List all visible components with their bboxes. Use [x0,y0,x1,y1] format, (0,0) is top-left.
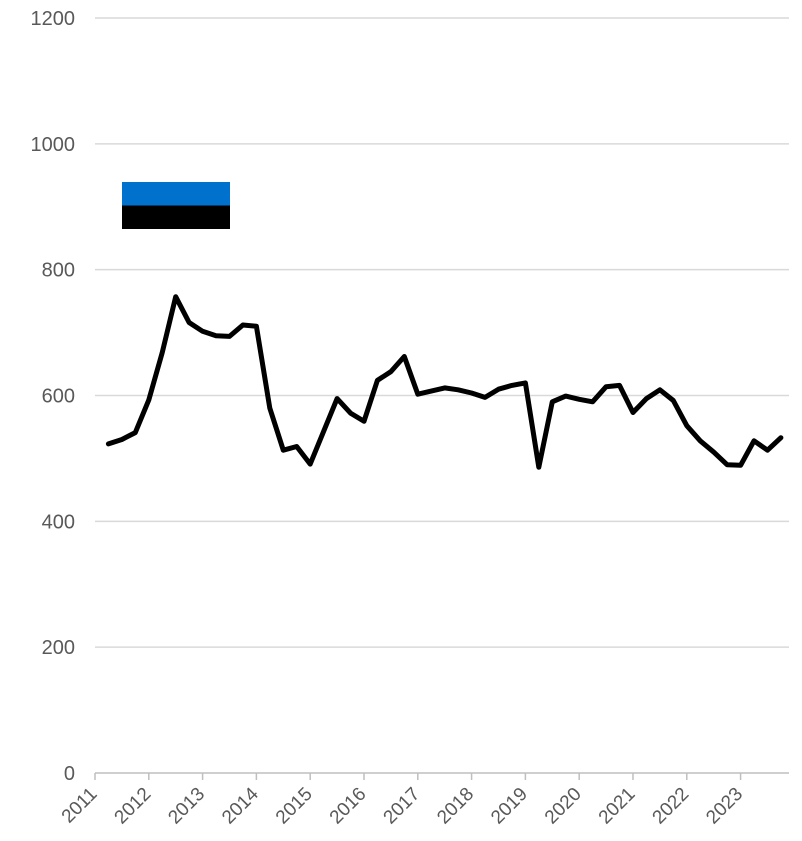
y-tick-label: 1200 [31,8,76,30]
flag-stripe [122,206,230,230]
y-tick-label: 0 [64,763,75,785]
x-tick-label: 2021 [595,784,640,829]
x-tick-label: 2015 [272,784,317,829]
flag-stripe [122,229,230,253]
gridlines [95,18,789,647]
x-tick-label: 2011 [58,784,102,828]
flag-stripe [122,182,230,206]
x-tick-label: 2019 [487,784,532,829]
x-tick-label: 2023 [702,784,747,829]
x-tick-label: 2016 [326,784,371,829]
x-tick-label: 2014 [218,783,263,828]
x-tick-label: 2018 [433,784,478,829]
x-tick-label: 2020 [541,784,586,829]
series-line [108,297,781,468]
x-tick-label: 2017 [380,784,425,829]
y-tick-label: 800 [42,260,75,282]
y-tick-label: 200 [42,637,75,659]
x-tick-label: 2013 [164,784,209,829]
x-tick-label: 2012 [111,784,156,829]
y-tick-label: 1000 [31,134,76,156]
x-tick-label: 2022 [649,784,694,829]
y-tick-label: 600 [42,386,75,408]
series-group [108,297,781,468]
x-axis: 2011 2012 2013 2014 2015 2016 2017 2018 2019 2020… [58,773,789,828]
y-tick-label: 400 [42,511,75,533]
y-axis-ticks: 0 200 400 600 800 1000 1200 [31,8,76,785]
estonia-flag-icon [122,182,230,253]
